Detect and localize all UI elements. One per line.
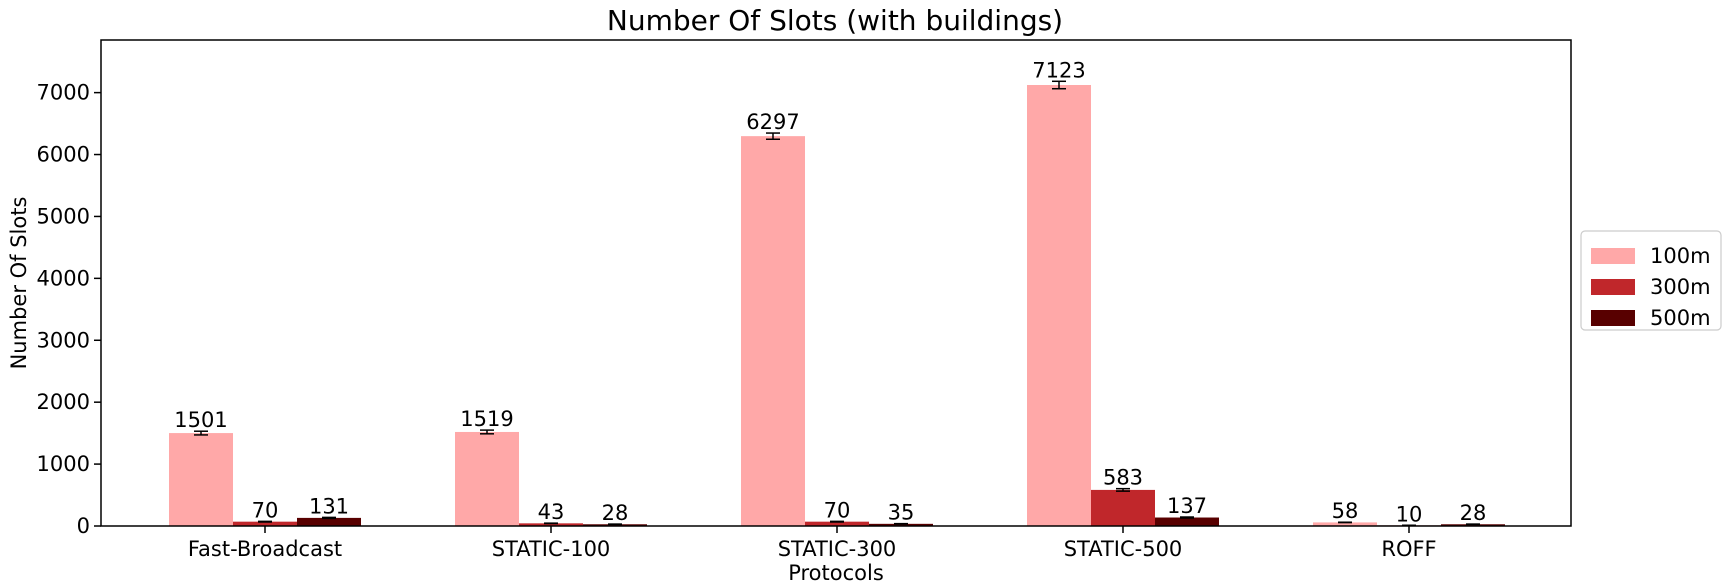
legend-swatch-300m: [1591, 279, 1635, 295]
data-label: 70: [824, 498, 851, 522]
legend-label: 500m: [1650, 306, 1711, 330]
data-label: 1501: [174, 408, 227, 432]
data-label: 70: [252, 498, 279, 522]
bar-100m: [455, 431, 519, 526]
data-label: 6297: [746, 110, 799, 134]
y-axis-label: Number Of Slots: [7, 197, 31, 370]
legend-swatch-500m: [1591, 310, 1635, 326]
data-label: 28: [602, 501, 629, 525]
x-tick-label: Fast-Broadcast: [188, 537, 342, 561]
bar-100m: [741, 136, 805, 526]
bar-300m: [805, 521, 869, 526]
bar-300m: [1091, 489, 1155, 526]
y-tick-label: 3000: [37, 328, 90, 352]
legend-swatch-100m: [1591, 248, 1635, 264]
y-tick-label: 0: [77, 514, 90, 538]
data-label: 35: [888, 501, 915, 525]
bar-100m: [1027, 85, 1091, 527]
data-label: 1519: [460, 407, 513, 431]
y-tick-label: 5000: [37, 204, 90, 228]
bar-500m: [1155, 517, 1219, 526]
y-tick-label: 2000: [37, 390, 90, 414]
data-label: 131: [309, 494, 349, 518]
plot-frame: [100, 39, 1572, 527]
bar-500m: [297, 517, 361, 526]
x-axis-label: Protocols: [788, 561, 884, 585]
x-tick-label: STATIC-100: [492, 537, 611, 561]
data-label: 28: [1460, 501, 1487, 525]
bar-300m: [519, 523, 583, 526]
bar-100m: [169, 433, 233, 526]
data-label: 10: [1396, 502, 1423, 526]
data-label: 43: [538, 500, 565, 524]
y-tick-label: 7000: [37, 81, 90, 105]
data-label: 137: [1167, 494, 1207, 518]
bar-500m: [869, 523, 933, 526]
data-label: 7123: [1032, 58, 1085, 82]
legend-label: 300m: [1650, 275, 1711, 299]
y-tick-label: 1000: [37, 452, 90, 476]
chart-title: Number Of Slots (with buildings): [607, 4, 1063, 37]
y-tick-label: 6000: [37, 143, 90, 167]
y-tick-label: 4000: [37, 266, 90, 290]
data-label: 58: [1332, 499, 1359, 523]
legend-label: 100m: [1650, 244, 1711, 268]
bar-100m: [1313, 522, 1377, 526]
bar-300m: [233, 521, 297, 526]
x-tick-label: STATIC-300: [778, 537, 897, 561]
data-label: 583: [1103, 466, 1143, 490]
legend: 100m 300m 500m: [1580, 230, 1722, 331]
x-tick-label: ROFF: [1381, 537, 1436, 561]
x-tick-label: STATIC-500: [1064, 537, 1183, 561]
